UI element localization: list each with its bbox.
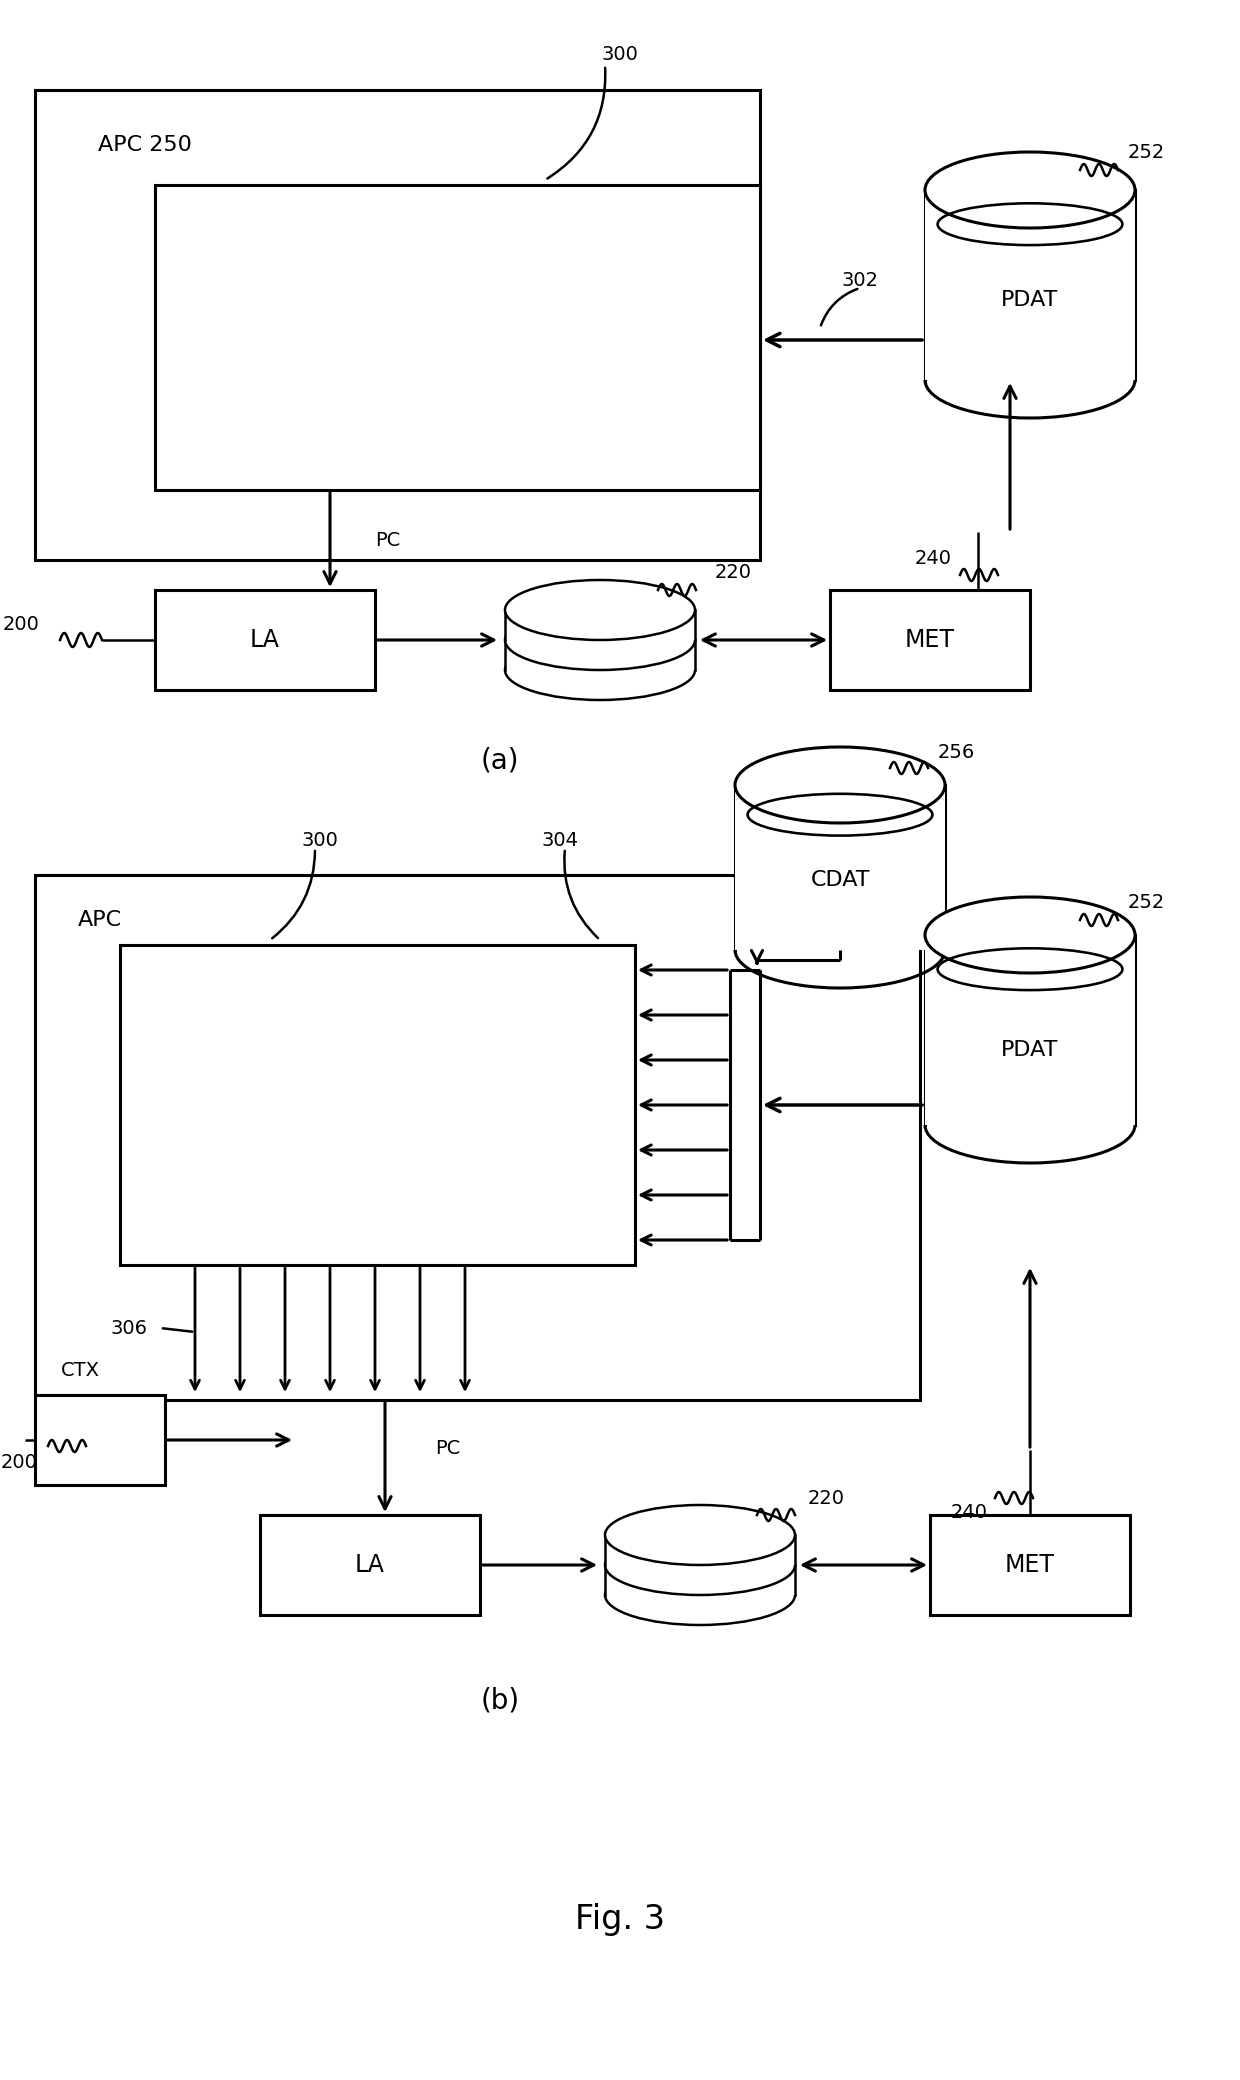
Text: 240: 240 [915, 549, 952, 568]
Bar [925, 189, 1135, 381]
Bar [260, 1514, 480, 1614]
Text: 304: 304 [542, 830, 579, 849]
Text: LA: LA [250, 628, 280, 651]
Text: (b): (b) [480, 1687, 520, 1714]
Bar [605, 1535, 795, 1564]
Bar [605, 1564, 795, 1595]
Bar [505, 641, 694, 670]
Text: 200: 200 [1, 1452, 38, 1471]
Bar [35, 876, 920, 1400]
Text: LA: LA [355, 1554, 384, 1577]
Text: PDAT: PDAT [1002, 1040, 1059, 1061]
Text: APC: APC [78, 911, 122, 930]
Text: 220: 220 [715, 562, 751, 582]
Text: 300: 300 [301, 830, 339, 849]
Bar [155, 185, 760, 491]
Text: MET: MET [905, 628, 955, 651]
Text: PC: PC [374, 530, 401, 549]
Bar [35, 89, 760, 560]
Text: 252: 252 [1128, 144, 1166, 162]
Text: CTX: CTX [61, 1360, 99, 1379]
Bar [120, 944, 635, 1265]
Text: CDAT: CDAT [810, 869, 869, 890]
Text: 306: 306 [112, 1319, 148, 1337]
Ellipse shape [505, 609, 694, 670]
Ellipse shape [735, 747, 945, 824]
Ellipse shape [605, 1535, 795, 1595]
Text: APC 250: APC 250 [98, 135, 192, 156]
Bar [155, 591, 374, 691]
Text: 302: 302 [842, 270, 878, 289]
Ellipse shape [925, 896, 1135, 973]
Text: 256: 256 [937, 743, 975, 761]
Text: PC: PC [435, 1439, 460, 1458]
Text: 200: 200 [4, 616, 40, 634]
Ellipse shape [505, 641, 694, 701]
Bar [735, 784, 945, 951]
Text: 220: 220 [808, 1489, 844, 1508]
Ellipse shape [505, 580, 694, 641]
Text: Fig. 3: Fig. 3 [575, 1903, 665, 1936]
Text: 300: 300 [601, 46, 639, 64]
Bar [925, 936, 1135, 1125]
Bar [930, 1514, 1130, 1614]
Text: (a): (a) [481, 747, 520, 774]
Text: MET: MET [1004, 1554, 1055, 1577]
Text: PDAT: PDAT [1002, 289, 1059, 310]
Ellipse shape [925, 152, 1135, 229]
Text: 240: 240 [951, 1502, 988, 1520]
Text: 252: 252 [1128, 892, 1166, 911]
Bar [35, 1396, 165, 1485]
Ellipse shape [605, 1506, 795, 1564]
Bar [505, 609, 694, 641]
Ellipse shape [605, 1564, 795, 1624]
Bar [830, 591, 1030, 691]
